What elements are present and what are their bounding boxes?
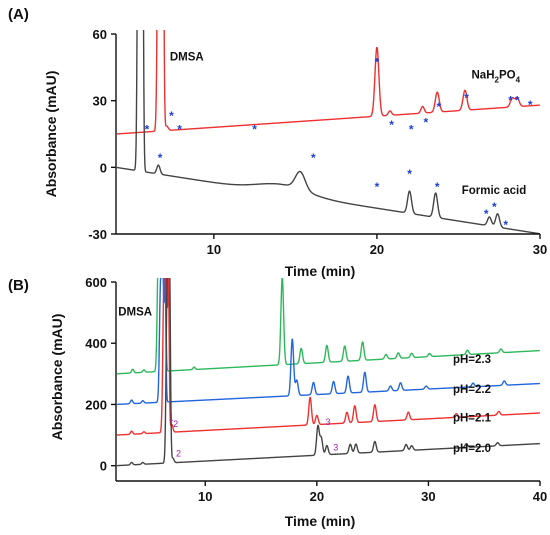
formula-subscript-2: 4: [516, 75, 521, 84]
panel-a-peak-marker: *: [515, 93, 520, 107]
panel-a-peak-marker: *: [484, 207, 489, 221]
formula-part-2: PO: [499, 69, 516, 81]
panel-b-y-tick-label: 600: [85, 275, 107, 290]
panel-a-label: (A): [8, 6, 29, 23]
panel-a-peak-marker: *: [435, 180, 440, 194]
panel-a-x-axis-label: Time (min): [285, 263, 356, 279]
panel-b-trace-ph-2-3: [117, 278, 541, 375]
panel-a-y-tick-label: 0: [100, 160, 107, 175]
panel-a-x-tick-label: 20: [370, 242, 384, 257]
panel-b-peak-number: 3: [325, 417, 330, 427]
panel-b-series-label: pH=2.0: [453, 443, 491, 455]
panel-b-peak-number: 1: [169, 412, 174, 422]
panel-b-label: (B): [8, 277, 29, 294]
panel-a-peak-marker: *: [311, 151, 316, 165]
panel-a-y-tick-label: -30: [88, 227, 107, 242]
panel-b-traces: [117, 278, 541, 467]
panel-b-x-tick-label: 20: [310, 489, 324, 504]
panel-b-trace-ph-2-2: [117, 278, 541, 406]
formula-subscript-1: 2: [495, 75, 500, 84]
panel-b-series-label: pH=2.2: [453, 384, 491, 396]
panel-a-peak-marker: *: [252, 122, 257, 136]
panel-b-x-axis-label: Time (min): [285, 513, 356, 529]
panel-b-series-label: pH=2.1: [453, 412, 492, 424]
panel-a-trace-series-2: [117, 30, 541, 234]
panel-a-y-tick-label: 60: [93, 27, 107, 42]
panel-a-x-tick-label: 30: [533, 242, 547, 257]
panel-a-y-axis-label: Absorbance (mAU): [43, 71, 59, 198]
panel-b-annotation-dmsa: DMSA: [118, 307, 152, 319]
panel-b-peak-number: 3: [333, 442, 338, 452]
panel-a-x-tick-label: 10: [207, 242, 221, 257]
panel-a-trace-series-1: [117, 30, 541, 135]
panel-a-annotation-formic-acid: Formic acid: [462, 185, 527, 197]
panel-a-peak-marker: *: [158, 151, 163, 165]
panel-a-peak-marker: *: [145, 122, 150, 136]
panel-b-peak-numbers: 12 323: [169, 412, 339, 458]
panel-b-axes: [115, 282, 540, 482]
panel-a-peak-marker: *: [389, 118, 394, 132]
panel-a-peak-marker: *: [464, 91, 469, 105]
panel-b-x-tick-label: 10: [198, 489, 212, 504]
panel-b-peak-number: 2: [173, 419, 178, 429]
panel-a-peak-marker: *: [169, 109, 174, 123]
panel-b-series-labels: pH=2.3 pH=2.2 pH=2.1 pH=2.0: [453, 354, 492, 455]
panel-a-traces: [117, 30, 541, 234]
panel-a-peak-marker: *: [409, 122, 414, 136]
panel-a-peak-marker: *: [437, 100, 442, 114]
panel-a-annotation-nah2po4: NaH2PO4: [472, 69, 521, 84]
panel-a-peak-marker: *: [508, 93, 513, 107]
panel-a-peak-marker: *: [503, 218, 508, 232]
panel-a-peak-marker: *: [375, 56, 380, 70]
panel-b-y-tick-label: 400: [85, 336, 107, 351]
panel-b-x-tick-label: 30: [421, 489, 435, 504]
panel-a-ticks: 10 20 30 -30 0 30 60: [88, 27, 547, 257]
panel-a-peak-marker: *: [424, 116, 429, 130]
panel-a-peak-marker: *: [407, 167, 412, 181]
panel-a-y-tick-label: 30: [93, 94, 107, 109]
panel-a-peak-markers: *** *** * *** * * ** ***** **: [145, 56, 533, 232]
panel-b-y-tick-label: 0: [100, 459, 107, 474]
formula-part-1: NaH: [472, 69, 495, 81]
panel-b-trace-ph-2-1: [117, 278, 541, 436]
panel-b-series-label: pH=2.3: [453, 354, 491, 366]
panel-b-peak-number: 2: [176, 449, 181, 459]
panel-b-y-axis-label: Absorbance (mAU): [49, 314, 65, 441]
panel-b-y-tick-label: 200: [85, 397, 107, 412]
panel-a-peak-marker: *: [375, 180, 380, 194]
panel-a-axes: [115, 34, 540, 235]
panel-a: (A) *** *** * *** * * ** ***** ** 10 20 30-3003060…: [8, 6, 547, 279]
panel-b-x-tick-label: 40: [533, 489, 547, 504]
panel-a-peak-marker: *: [177, 122, 182, 136]
panel-b-trace-ph-2-0: [117, 278, 541, 467]
panel-a-annotation-dmsa: DMSA: [170, 52, 204, 64]
panel-a-peak-marker: *: [492, 200, 497, 214]
panel-a-peak-marker: *: [528, 98, 533, 112]
